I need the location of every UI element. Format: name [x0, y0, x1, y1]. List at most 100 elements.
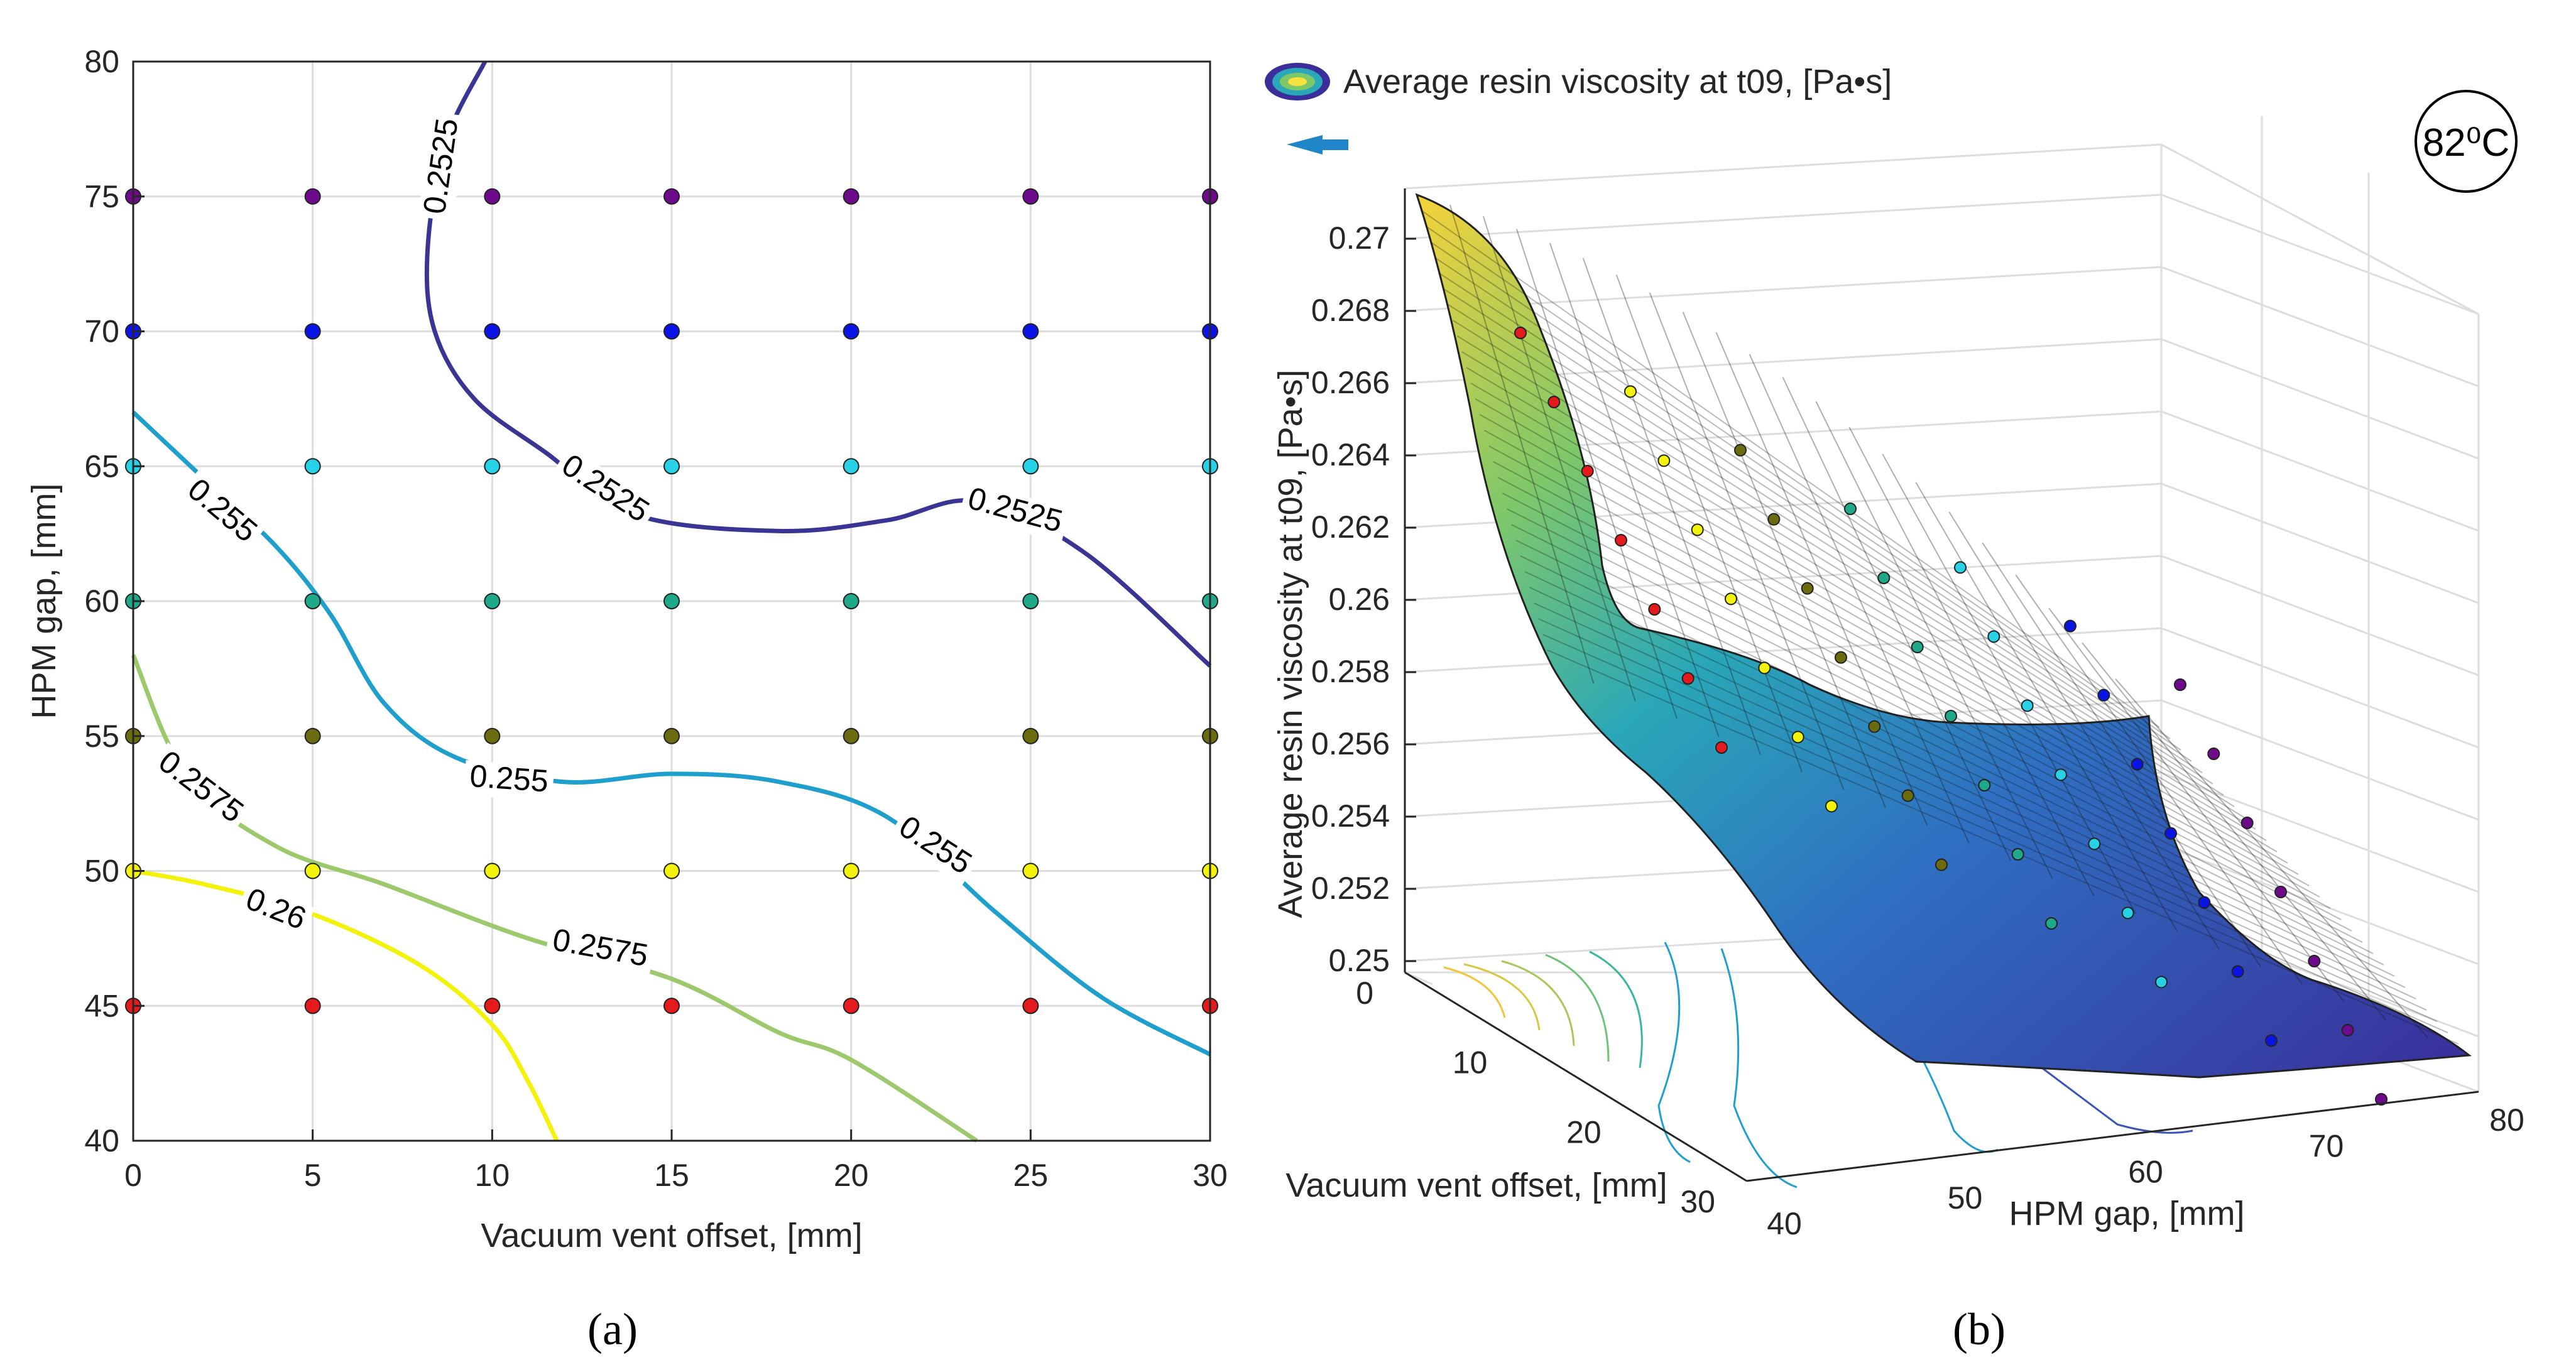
z-grid-line-side [2161, 699, 2479, 821]
surface-point [2198, 896, 2211, 909]
mesh-line [1502, 492, 2352, 932]
sample-point [663, 188, 680, 205]
z-grid-line-side [2161, 266, 2479, 388]
surface-point [2240, 817, 2254, 829]
temperature-badge: 82⁰C [2415, 90, 2518, 193]
mesh-line [1439, 273, 2203, 773]
x-tick-label: 5 [304, 1158, 322, 1193]
surface-point [1877, 572, 1891, 584]
surface-point [2131, 758, 2144, 771]
mesh-line [1515, 229, 1678, 719]
sample-point [663, 593, 680, 609]
panel-b-surface-plot: 0.25 0.252 0.254 0.256 0.258 0.26 0.262 0.264 0.… [1265, 63, 2524, 1354]
surface-point [2207, 748, 2220, 760]
surface-point [2308, 955, 2321, 967]
contour-label-bg [959, 481, 1071, 543]
surface-point [1978, 779, 1991, 791]
mesh-line [1482, 215, 1636, 702]
x-tick-label: 10 [475, 1158, 510, 1193]
surface-point [1801, 582, 1814, 595]
sample-point [1022, 593, 1039, 609]
sample-point [484, 862, 501, 879]
surface-point [1681, 672, 1695, 685]
vent-tick-label: 10 [1453, 1045, 1488, 1080]
surface-point [1715, 741, 1728, 754]
sample-point [1022, 188, 1039, 205]
mesh-line [1538, 618, 2438, 1022]
mesh-line [1470, 383, 2278, 852]
surface-point [1901, 789, 1914, 802]
mesh-line [1448, 304, 2224, 796]
surface-point [1987, 630, 2000, 643]
mesh-line [1456, 335, 2246, 818]
mesh-line [1948, 511, 2220, 950]
surface-point [2064, 619, 2077, 633]
mesh-line [1506, 508, 2363, 943]
sample-point [843, 862, 860, 879]
gap-tick-label: 80 [2489, 1102, 2524, 1138]
y-tick-label: 65 [84, 449, 119, 484]
surface-point [1767, 513, 1781, 526]
sample-point [484, 188, 501, 205]
contour-label-bg [175, 470, 267, 554]
mesh-line [1520, 555, 2395, 977]
z-tick-label: 0.264 [1311, 437, 1390, 472]
contour-label-bg [418, 111, 468, 222]
x-tick-label: 15 [654, 1158, 689, 1193]
mesh-line [1452, 320, 2235, 807]
mesh-line [1848, 427, 2095, 896]
mesh-line [1533, 602, 2427, 1011]
y-tick-label: 75 [84, 179, 119, 214]
mesh-line [1488, 445, 2320, 898]
sample-point [484, 727, 501, 744]
mesh-line [1434, 257, 2192, 762]
mesh-line [1715, 332, 1928, 826]
surface-point [2055, 768, 2067, 781]
surface-point [1624, 385, 1637, 398]
sample-point [304, 998, 321, 1014]
floor-contours [1443, 942, 2193, 1188]
surface-point [1868, 720, 1881, 733]
contour-label-bg [235, 881, 315, 941]
z-tick-label: 0.262 [1311, 509, 1390, 545]
z-tick-label: 0.26 [1329, 582, 1390, 617]
mesh-line [1449, 204, 1595, 684]
mesh-line [1497, 477, 2342, 920]
sample-point [304, 593, 321, 609]
z-axis-label-b: Average resin viscosity at t09, [Pa•s] [1272, 369, 1309, 918]
y-tick-label: 40 [84, 1123, 119, 1158]
mesh-line [1649, 292, 1845, 790]
surface-mesh [1421, 204, 2459, 1045]
z-tick-label: 0.252 [1311, 871, 1390, 906]
vent-tick-labels: 0 10 20 30 [1356, 976, 1715, 1219]
mesh-line [1582, 258, 1761, 755]
mesh-line [1429, 241, 2181, 751]
surface-point [1835, 651, 1847, 664]
sample-point [484, 458, 501, 475]
y-tick-label: 80 [84, 44, 119, 79]
y-tick-label: 55 [84, 719, 119, 754]
surface-point [1581, 465, 1594, 477]
z-grid-line-side [2161, 844, 2479, 965]
mesh-line [2015, 574, 2303, 985]
surface-point [2011, 848, 2024, 861]
mesh-line [1549, 242, 1720, 737]
mesh-line [1682, 312, 1886, 808]
z-tick-label: 0.266 [1311, 365, 1390, 400]
y-tick-label: 45 [84, 988, 119, 1023]
y-tick-label: 60 [84, 584, 119, 619]
surface-point [1547, 396, 1561, 408]
sample-point [843, 458, 860, 475]
vent-tick-label: 0 [1356, 976, 1373, 1011]
gap-tick-label: 70 [2309, 1128, 2344, 1163]
contour-label-bg [544, 923, 656, 977]
mesh-line [1425, 226, 2171, 739]
surface-point [1954, 561, 1967, 574]
sample-point [843, 593, 860, 609]
mesh-line [1815, 401, 2053, 879]
surface-point [2021, 699, 2034, 712]
gap-tick-label: 40 [1767, 1206, 1802, 1241]
mesh-line [2115, 678, 2428, 1038]
